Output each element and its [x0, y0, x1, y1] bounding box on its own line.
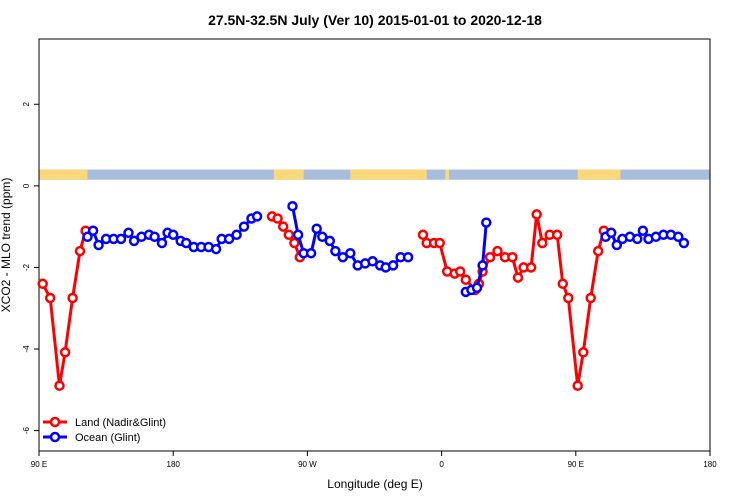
- ocean-point-3-6: [637, 225, 649, 236]
- y-tick-label-4: 2: [22, 101, 31, 106]
- legend-marker-land: [49, 416, 61, 428]
- plot-frame: [38, 38, 711, 452]
- x-tick-label-4: 90 E: [568, 460, 584, 469]
- ocean-point-0-13: [167, 229, 179, 241]
- x-tick-label-5: 180: [703, 460, 717, 469]
- ocean-point-3-11: [673, 231, 684, 243]
- ocean-point-0-10: [149, 231, 160, 243]
- x-tick-label-1: 180: [167, 460, 181, 469]
- ocean-point-1-12: [367, 256, 378, 267]
- land-ocean-strip: [39, 169, 710, 180]
- ocean-point-0-6: [123, 227, 134, 239]
- ocean-point-1-15: [387, 260, 399, 271]
- ocean-point-0-7: [128, 235, 140, 247]
- ocean-point-3-5: [632, 233, 643, 245]
- ocean-point-2-3: [477, 260, 488, 271]
- land-point-2-19: [537, 237, 548, 249]
- ocean-point-1-0: [287, 200, 298, 212]
- ocean-point-1-3: [305, 247, 317, 259]
- x-tick-label-0: 90 E: [31, 460, 47, 469]
- y-tick-label-0: -6: [22, 427, 31, 435]
- land-point-1-4: [289, 237, 300, 249]
- ocean-point-1-7: [330, 245, 341, 257]
- ocean-point-1-4: [311, 223, 322, 234]
- land-point-2-7: [460, 274, 472, 285]
- land-point-2-22: [557, 278, 569, 290]
- legend: Land (Nadir&Glint) Ocean (Glint): [43, 416, 166, 444]
- land-point-2-11: [484, 251, 496, 263]
- ocean-point-0-21: [223, 233, 235, 245]
- land-point-2-27: [592, 245, 604, 257]
- land-point-2-0: [417, 229, 429, 241]
- land-point-0-2: [54, 380, 65, 391]
- legend-marker-ocean: [49, 431, 61, 443]
- land-point-1-2: [277, 221, 289, 232]
- land-point-0-3: [59, 347, 71, 358]
- land-point-2-18: [531, 209, 542, 220]
- x-tick-label-3: 0: [439, 460, 444, 469]
- legend-label-land: Land (Nadir&Glint): [75, 417, 166, 429]
- legend-entry-ocean: Ocean (Glint): [43, 431, 140, 444]
- land-strip-segment-2: [350, 169, 427, 180]
- land-point-1-3: [283, 229, 295, 241]
- ocean-point-0-2: [93, 239, 104, 251]
- ocean-point-1-17: [402, 251, 414, 263]
- x-tick-label-2: 90 W: [298, 460, 317, 469]
- ocean-point-1-5: [317, 231, 328, 243]
- ocean-point-0-15: [180, 237, 192, 249]
- ocean-point-1-1: [292, 229, 304, 241]
- land-point-2-12: [492, 245, 503, 257]
- legend-label-ocean: Ocean (Glint): [75, 432, 140, 444]
- land-point-2-3: [434, 237, 445, 249]
- ocean-point-2-2: [471, 282, 483, 294]
- land-point-1-1: [272, 213, 283, 224]
- land-point-2-23: [563, 292, 574, 304]
- ocean-point-0-11: [156, 237, 168, 249]
- land-point-0-4: [67, 292, 78, 304]
- land-strip-segment-4: [577, 169, 621, 180]
- land-point-2-25: [578, 347, 589, 358]
- land-point-0-5: [74, 245, 86, 257]
- ocean-point-1-8: [337, 251, 349, 263]
- ocean-point-3-1: [605, 227, 617, 239]
- land-point-0-1: [44, 292, 56, 304]
- ocean-point-1-9: [345, 247, 356, 259]
- land-point-2-15: [512, 272, 524, 283]
- land-strip-segment-3: [445, 169, 450, 180]
- ocean-point-0-1: [87, 225, 99, 236]
- ocean-point-3-2: [611, 239, 623, 251]
- ocean-point-0-0: [82, 231, 93, 243]
- ocean-point-0-23: [238, 221, 250, 232]
- land-point-2-17: [525, 262, 537, 273]
- ocean-point-3-12: [678, 237, 690, 249]
- land-point-2-24: [572, 380, 583, 391]
- land-point-0-0: [37, 278, 48, 290]
- ocean-point-0-19: [210, 243, 222, 255]
- y-axis: -6 -4 -2 0 2: [22, 101, 39, 434]
- y-tick-label-1: -4: [22, 345, 31, 353]
- y-tick-label-3: 0: [22, 183, 31, 188]
- series-layer: [37, 200, 690, 391]
- land-strip-segment-1: [273, 169, 304, 180]
- land-point-2-26: [585, 292, 596, 304]
- y-axis-label: XCO2 - MLO trend (ppm): [0, 178, 13, 313]
- ocean-point-0-22: [231, 229, 242, 241]
- ocean-point-1-6: [324, 235, 336, 247]
- x-axis: 90 E 180 90 W 0 90 E 180: [31, 451, 717, 469]
- land-point-2-14: [507, 251, 518, 263]
- land-point-2-21: [551, 229, 563, 241]
- land-point-2-6: [454, 266, 466, 277]
- land-series-line-2: [421, 212, 606, 388]
- y-tick-label-2: -2: [22, 263, 31, 271]
- ocean-point-2-4: [481, 217, 492, 228]
- x-axis-label: Longitude (deg E): [327, 477, 422, 491]
- legend-entry-land: Land (Nadir&Glint): [43, 416, 166, 429]
- ocean-point-0-25: [251, 211, 263, 222]
- chart-title: 27.5N-32.5N July (Ver 10) 2015-01-01 to …: [208, 12, 542, 28]
- ocean-point-0-5: [115, 233, 127, 245]
- land-strip-segment-0: [39, 169, 88, 180]
